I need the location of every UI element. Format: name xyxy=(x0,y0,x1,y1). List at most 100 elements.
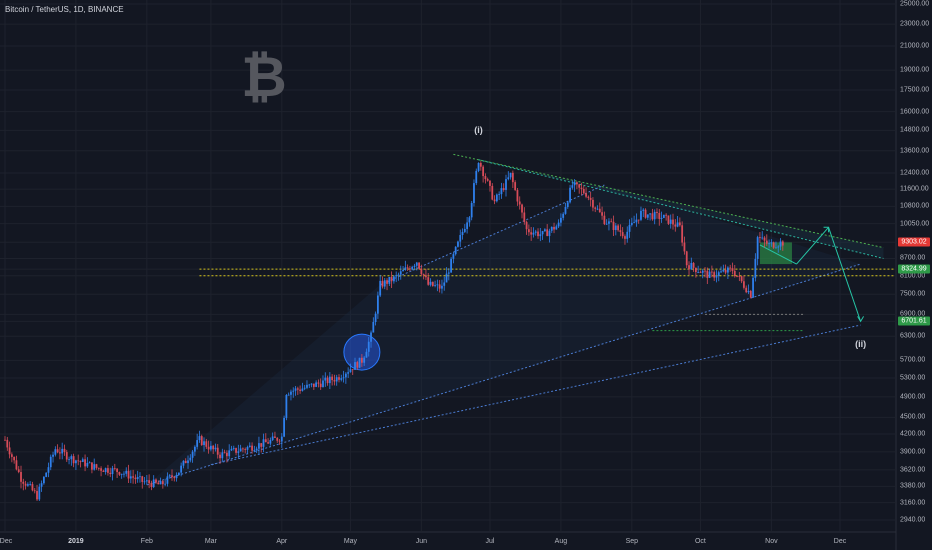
candle-body xyxy=(207,446,210,450)
price-tag: 6701.61 xyxy=(898,316,930,326)
candle-body xyxy=(111,468,114,475)
y-tick-label: 23000.00 xyxy=(900,20,930,28)
candle-body xyxy=(633,222,636,224)
candle-body xyxy=(589,197,592,200)
candle-body xyxy=(585,193,587,197)
candle-body xyxy=(697,272,700,273)
candle-body xyxy=(598,208,601,213)
candle-body xyxy=(429,281,432,285)
candle-body xyxy=(372,322,375,333)
candle-body xyxy=(88,462,91,464)
candle-body xyxy=(33,490,36,492)
candle-body xyxy=(532,232,535,235)
candle-body xyxy=(580,187,583,190)
candle-body xyxy=(365,351,368,358)
candle-body xyxy=(381,280,384,287)
candle-body xyxy=(196,440,199,447)
candle-body xyxy=(120,473,123,475)
candle-body xyxy=(450,258,452,273)
candle-body xyxy=(95,464,98,468)
candle-body xyxy=(550,226,553,231)
y-tick-label: 6300.00 xyxy=(900,332,926,340)
candle-body xyxy=(413,265,416,267)
candle-body xyxy=(772,242,775,248)
candle-body xyxy=(546,229,549,237)
candle-body xyxy=(409,268,411,270)
candle-body xyxy=(141,476,144,482)
candle-body xyxy=(356,362,359,368)
candle-body xyxy=(399,271,402,275)
candle-body xyxy=(640,210,642,220)
candle-body xyxy=(539,234,542,237)
candle-body xyxy=(317,382,320,384)
trendline xyxy=(210,324,861,466)
candle-body xyxy=(516,190,519,202)
candle-body xyxy=(646,214,649,218)
candle-body xyxy=(518,201,521,205)
candle-body xyxy=(125,470,128,474)
candle-body xyxy=(223,452,226,454)
candle-body xyxy=(198,436,201,441)
candle-body xyxy=(756,237,759,259)
candle-body xyxy=(253,450,256,451)
candle-body xyxy=(445,273,448,283)
candle-body xyxy=(642,209,645,211)
candle-body xyxy=(100,468,102,471)
candle-body xyxy=(283,417,285,437)
candle-body xyxy=(431,281,434,286)
candle-body xyxy=(161,481,164,485)
candle-body xyxy=(127,470,130,479)
candle-body xyxy=(168,475,171,477)
candle-body xyxy=(621,232,624,237)
y-tick-label: 21000.00 xyxy=(900,42,930,50)
candle-body xyxy=(333,380,336,382)
candle-body xyxy=(24,483,27,486)
candle-body xyxy=(306,384,308,388)
x-tick-label: Jun xyxy=(415,538,427,545)
candle-body xyxy=(635,219,638,223)
y-tick-label: 11600.00 xyxy=(900,185,929,193)
candle-body xyxy=(113,468,116,469)
candle-body xyxy=(342,377,345,379)
candle-body xyxy=(81,459,84,462)
candle-body xyxy=(779,241,782,247)
candle-body xyxy=(610,221,613,223)
candle-body xyxy=(722,269,725,272)
candle-body xyxy=(312,383,315,387)
candle-body xyxy=(187,460,189,464)
candle-body xyxy=(495,194,498,202)
candle-body xyxy=(571,185,574,188)
candle-body xyxy=(84,459,86,467)
y-tick-label: 6900.00 xyxy=(900,310,926,318)
candle-body xyxy=(770,242,773,244)
candle-body xyxy=(260,443,263,447)
candle-body xyxy=(157,482,160,485)
projection-segment xyxy=(828,227,862,322)
candle-body xyxy=(694,267,697,273)
x-tick-label: Mar xyxy=(204,538,217,545)
y-tick-label: 13600.00 xyxy=(900,147,930,155)
candle-body xyxy=(271,436,274,441)
candle-body xyxy=(404,267,407,271)
candle-body xyxy=(683,242,686,252)
candle-body xyxy=(507,177,510,180)
candle-body xyxy=(235,448,237,453)
candle-body xyxy=(109,472,112,475)
candle-body xyxy=(237,451,240,453)
candle-body xyxy=(148,480,151,484)
candle-body xyxy=(418,262,420,269)
candle-body xyxy=(226,452,228,457)
candle-body xyxy=(672,219,674,225)
candle-body xyxy=(509,172,512,178)
candle-body xyxy=(20,472,22,482)
candle-body xyxy=(296,388,299,390)
candle-body xyxy=(376,295,379,314)
candle-body xyxy=(452,254,455,259)
candle-body xyxy=(500,188,503,195)
candle-body xyxy=(434,285,436,286)
candle-body xyxy=(173,477,176,479)
x-tick-label: Oct xyxy=(694,538,706,545)
candle-body xyxy=(651,213,654,220)
